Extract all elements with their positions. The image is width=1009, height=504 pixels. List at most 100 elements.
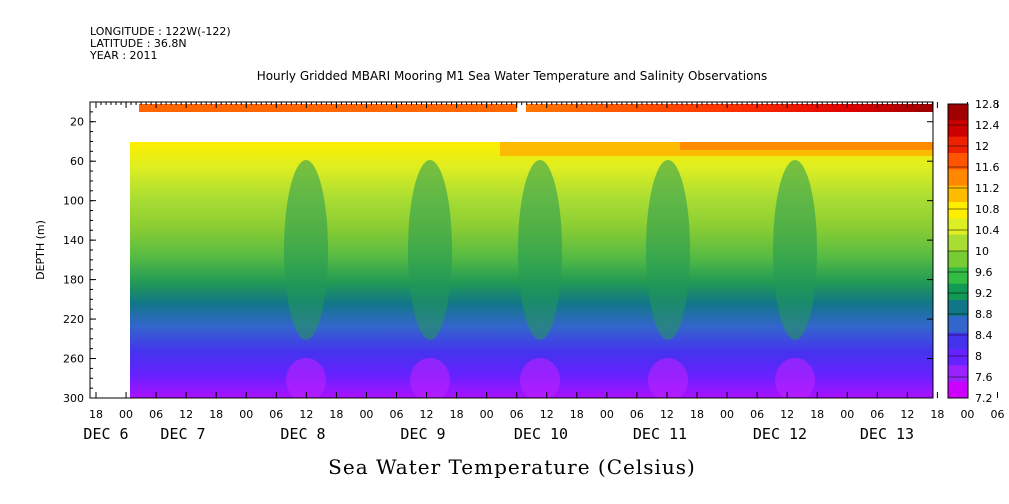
x-hour-label: 12 bbox=[660, 408, 674, 421]
colorbar-label: 9.6 bbox=[975, 266, 993, 279]
x-hour-label: 06 bbox=[269, 408, 283, 421]
intrusion-column bbox=[773, 160, 817, 340]
x-hour-label: 18 bbox=[89, 408, 103, 421]
colorbar-swatch bbox=[948, 283, 968, 301]
x-axis: 18 00 06 12 18 00 06 12 18 00 06 12 18 00 06 12 18 00 06 12… bbox=[83, 102, 1005, 443]
y-tick-label: 300 bbox=[63, 392, 84, 405]
colorbar-swatch bbox=[948, 300, 968, 317]
x-day-label: DEC 11 bbox=[633, 425, 687, 443]
x-day-label: DEC 13 bbox=[860, 425, 914, 443]
x-hour-label: 18 bbox=[570, 408, 584, 421]
x-hour-label: 00 bbox=[840, 408, 854, 421]
colorbar-swatch bbox=[948, 332, 968, 350]
temperature-field bbox=[130, 142, 933, 398]
cold-core bbox=[410, 358, 450, 398]
x-hour-label: 00 bbox=[239, 408, 253, 421]
y-tick-label: 100 bbox=[63, 195, 84, 208]
colorbar-label: 11.2 bbox=[975, 182, 1000, 195]
colorbar-label: 7.6 bbox=[975, 371, 993, 384]
x-hour-label: 06 bbox=[149, 408, 163, 421]
intrusion-column bbox=[646, 160, 690, 340]
x-hour-label: 06 bbox=[991, 408, 1005, 421]
x-hour-label: 06 bbox=[390, 408, 404, 421]
colorbar: 12.8 12.4 12 11.6 11.2 10.8 10.4 10 9.6 9.2 8.8 8.4… bbox=[947, 98, 1000, 405]
x-hour-label: 06 bbox=[870, 408, 884, 421]
x-day-label: DEC 7 bbox=[160, 425, 205, 443]
x-hour-label: 12 bbox=[780, 408, 794, 421]
y-axis: 20 60 100 140 180 220 260 300 bbox=[63, 101, 933, 405]
x-hour-label: 18 bbox=[690, 408, 704, 421]
y-tick-label: 60 bbox=[70, 155, 84, 168]
x-hour-label: 00 bbox=[720, 408, 734, 421]
colorbar-swatch bbox=[948, 104, 968, 121]
x-day-label: DEC 12 bbox=[753, 425, 807, 443]
x-hour-label: 00 bbox=[600, 408, 614, 421]
year-label: YEAR : 2011 bbox=[89, 49, 158, 62]
x-axis-title: Sea Water Temperature (Celsius) bbox=[328, 455, 696, 479]
y-tick-label: 260 bbox=[63, 353, 84, 366]
colorbar-swatch bbox=[948, 251, 968, 268]
colorbar-label: 8.8 bbox=[975, 308, 993, 321]
x-hour-label: 18 bbox=[930, 408, 944, 421]
x-hour-label: 18 bbox=[450, 408, 464, 421]
colorbar-label: 12.4 bbox=[975, 119, 1000, 132]
colorbar-label: 10.4 bbox=[975, 224, 1000, 237]
x-day-label: DEC 10 bbox=[514, 425, 568, 443]
y-tick-label: 180 bbox=[63, 274, 84, 287]
colorbar-swatch bbox=[948, 120, 968, 138]
colorbar-swatch bbox=[948, 185, 968, 203]
y-tick-label: 140 bbox=[63, 234, 84, 247]
x-hour-label: 06 bbox=[510, 408, 524, 421]
cold-core bbox=[775, 358, 815, 398]
colorbar-label: 11.6 bbox=[975, 161, 1000, 174]
x-hour-label: 00 bbox=[960, 408, 974, 421]
y-tick-label: 220 bbox=[63, 313, 84, 326]
colorbar-swatch bbox=[948, 316, 968, 334]
y-tick-label: 20 bbox=[70, 116, 84, 129]
y-axis-label: DEPTH (m) bbox=[34, 220, 47, 280]
x-hour-label: 12 bbox=[420, 408, 434, 421]
colorbar-swatch bbox=[948, 365, 968, 383]
x-day-label: DEC 8 bbox=[280, 425, 325, 443]
cold-core bbox=[286, 358, 326, 398]
intrusion-column bbox=[284, 160, 328, 340]
colorbar-swatch bbox=[948, 153, 968, 170]
cold-core bbox=[648, 358, 688, 398]
x-hour-label: 00 bbox=[359, 408, 373, 421]
colorbar-label: 12 bbox=[975, 140, 989, 153]
x-hour-label: 18 bbox=[810, 408, 824, 421]
longitude-label: LONGITUDE : 122W(-122) bbox=[90, 25, 231, 38]
x-hour-label: 18 bbox=[329, 408, 343, 421]
x-hour-label: 12 bbox=[299, 408, 313, 421]
latitude-label: LATITUDE : 36.8N bbox=[90, 37, 187, 50]
chart-title: Hourly Gridded MBARI Mooring M1 Sea Wate… bbox=[257, 69, 768, 83]
colorbar-swatch bbox=[948, 169, 968, 187]
colorbar-label: 9.2 bbox=[975, 287, 993, 300]
x-hour-label: 12 bbox=[540, 408, 554, 421]
x-hour-label: 06 bbox=[750, 408, 764, 421]
x-day-label: DEC 9 bbox=[400, 425, 445, 443]
intrusion-column bbox=[518, 160, 562, 340]
surface-band-left bbox=[139, 104, 517, 112]
colorbar-label: 10 bbox=[975, 245, 989, 258]
surface-band-right bbox=[526, 104, 933, 112]
x-day-label: DEC 6 bbox=[83, 425, 128, 443]
intrusion-column bbox=[408, 160, 452, 340]
colorbar-label: 7.2 bbox=[975, 392, 993, 405]
x-hour-label: 00 bbox=[119, 408, 133, 421]
cold-core bbox=[520, 358, 560, 398]
colorbar-label: 12.8 bbox=[975, 98, 1000, 111]
colorbar-swatch bbox=[948, 381, 968, 399]
colorbar-swatch bbox=[948, 136, 968, 154]
x-hour-label: 06 bbox=[630, 408, 644, 421]
x-hour-label: 12 bbox=[900, 408, 914, 421]
x-hour-label: 12 bbox=[179, 408, 193, 421]
colorbar-swatch bbox=[948, 202, 968, 219]
colorbar-swatch bbox=[948, 349, 968, 366]
colorbar-label: 8 bbox=[975, 350, 982, 363]
colorbar-swatch bbox=[948, 267, 968, 285]
colorbar-label: 8.4 bbox=[975, 329, 993, 342]
x-hour-label: 18 bbox=[209, 408, 223, 421]
colorbar-label: 10.8 bbox=[975, 203, 1000, 216]
